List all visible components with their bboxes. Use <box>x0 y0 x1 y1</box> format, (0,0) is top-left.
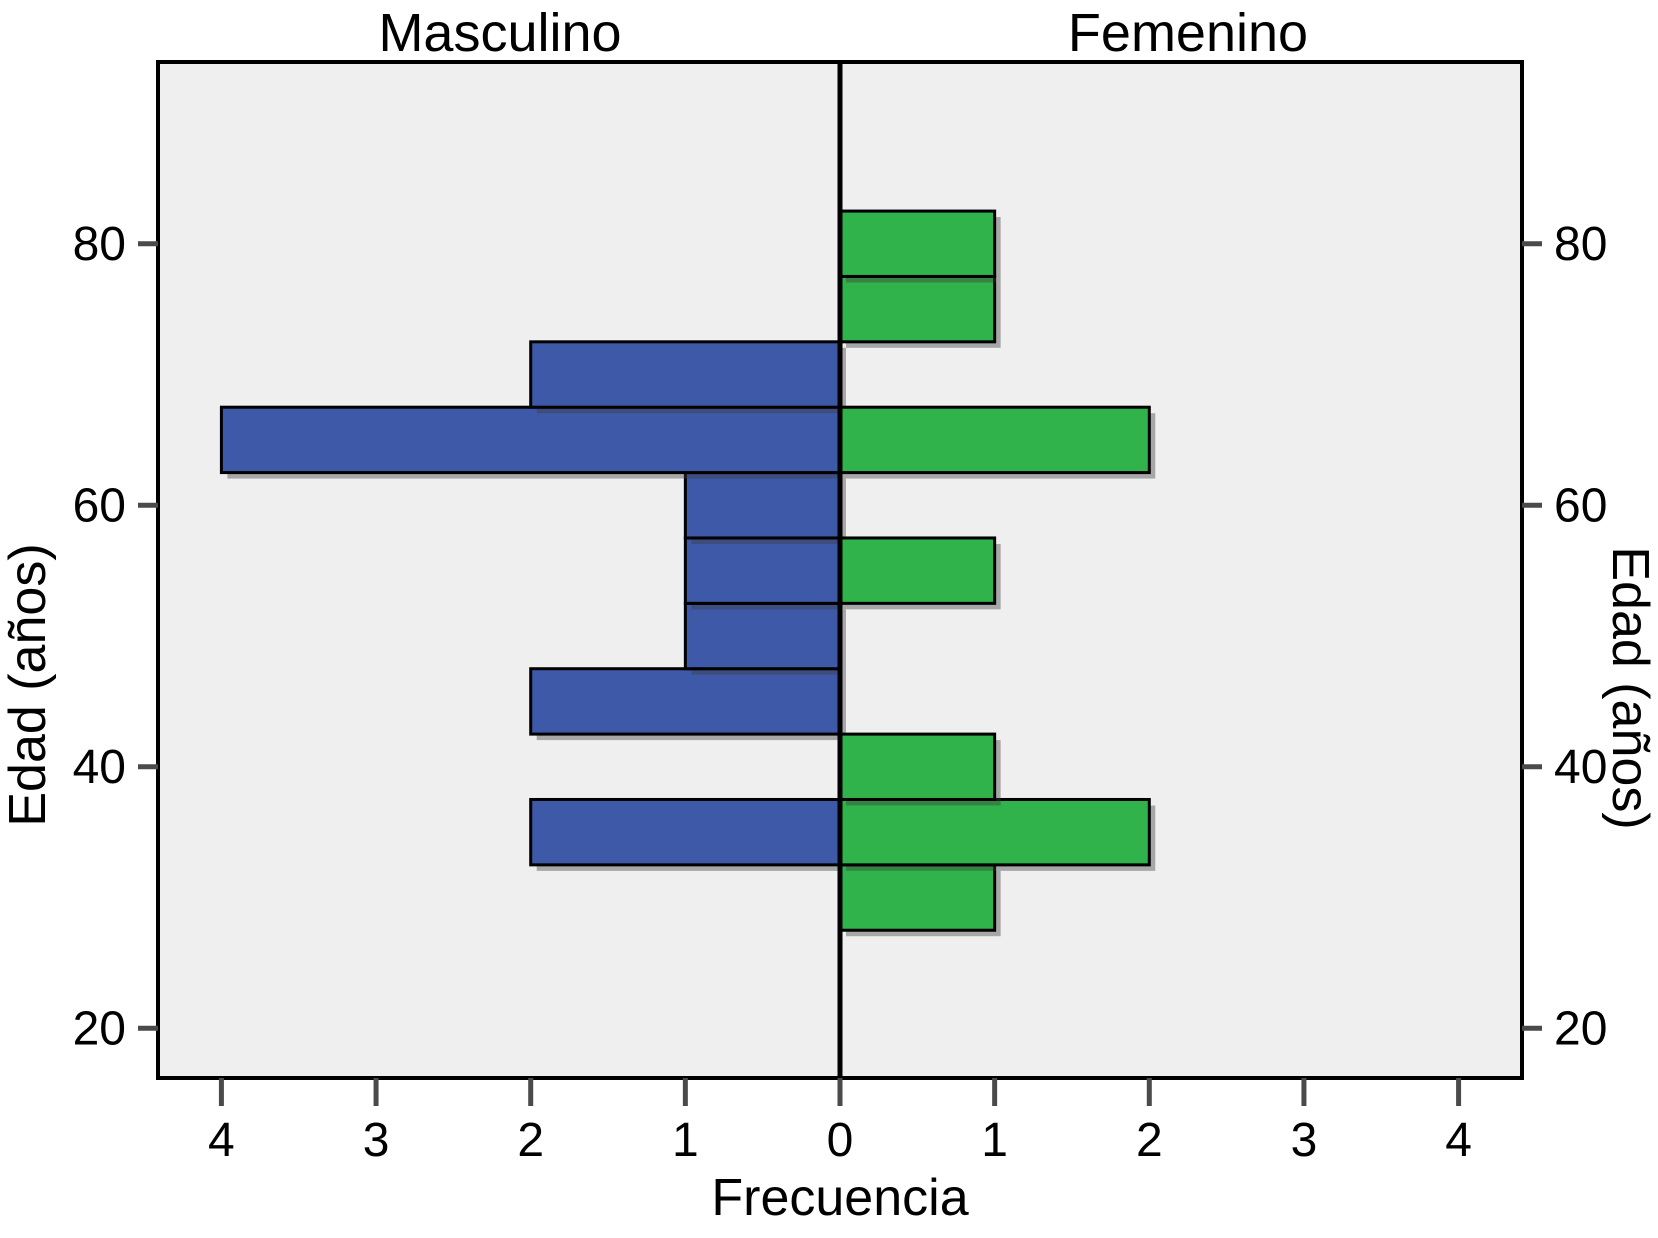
x-tick-label-0: 4 <box>208 1114 235 1167</box>
bar-masculino-age-35 <box>529 797 842 867</box>
bar-masculino-age-45 <box>529 667 842 736</box>
y-tick-label-right-20: 20 <box>1554 1002 1607 1055</box>
bar-masculino-age-70 <box>529 340 842 409</box>
bar-femenino-age-80 <box>838 209 997 278</box>
x-tick-label-7: 3 <box>1291 1114 1318 1167</box>
bar-femenino-age-30 <box>838 863 997 932</box>
y-tick-label-left-60: 60 <box>73 479 126 532</box>
bar-masculino-age-55 <box>683 536 842 605</box>
y-tick-label-left-40: 40 <box>73 741 126 794</box>
x-tick-label-2: 2 <box>517 1114 544 1167</box>
x-tick-label-3: 1 <box>672 1114 699 1167</box>
bar-masculino-age-60 <box>683 471 842 540</box>
bar-femenino-age-55 <box>838 536 997 605</box>
right-panel-title: Femenino <box>1067 3 1309 63</box>
bar-femenino-age-75 <box>838 274 997 344</box>
bar-femenino-age-65 <box>838 405 1151 475</box>
bar-femenino-age-40 <box>838 732 997 801</box>
bar-femenino-age-35 <box>838 797 1151 867</box>
y-tick-label-left-20: 20 <box>73 1002 126 1055</box>
x-tick-label-6: 2 <box>1136 1114 1163 1167</box>
y-tick-label-left-80: 80 <box>73 218 126 271</box>
y-tick-label-right-80: 80 <box>1554 218 1607 271</box>
y-tick-label-right-40: 40 <box>1554 741 1607 794</box>
x-tick-label-1: 3 <box>363 1114 390 1167</box>
left-panel-title: Masculino <box>378 3 622 63</box>
y-tick-label-right-60: 60 <box>1554 479 1607 532</box>
x-axis-label: Frecuencia <box>711 1169 969 1227</box>
x-tick-label-8: 4 <box>1445 1114 1472 1167</box>
bar-masculino-age-50 <box>683 601 842 671</box>
x-tick-label-4: 0 <box>827 1114 854 1167</box>
x-tick-label-5: 1 <box>981 1114 1008 1167</box>
bar-masculino-age-65 <box>219 405 842 475</box>
